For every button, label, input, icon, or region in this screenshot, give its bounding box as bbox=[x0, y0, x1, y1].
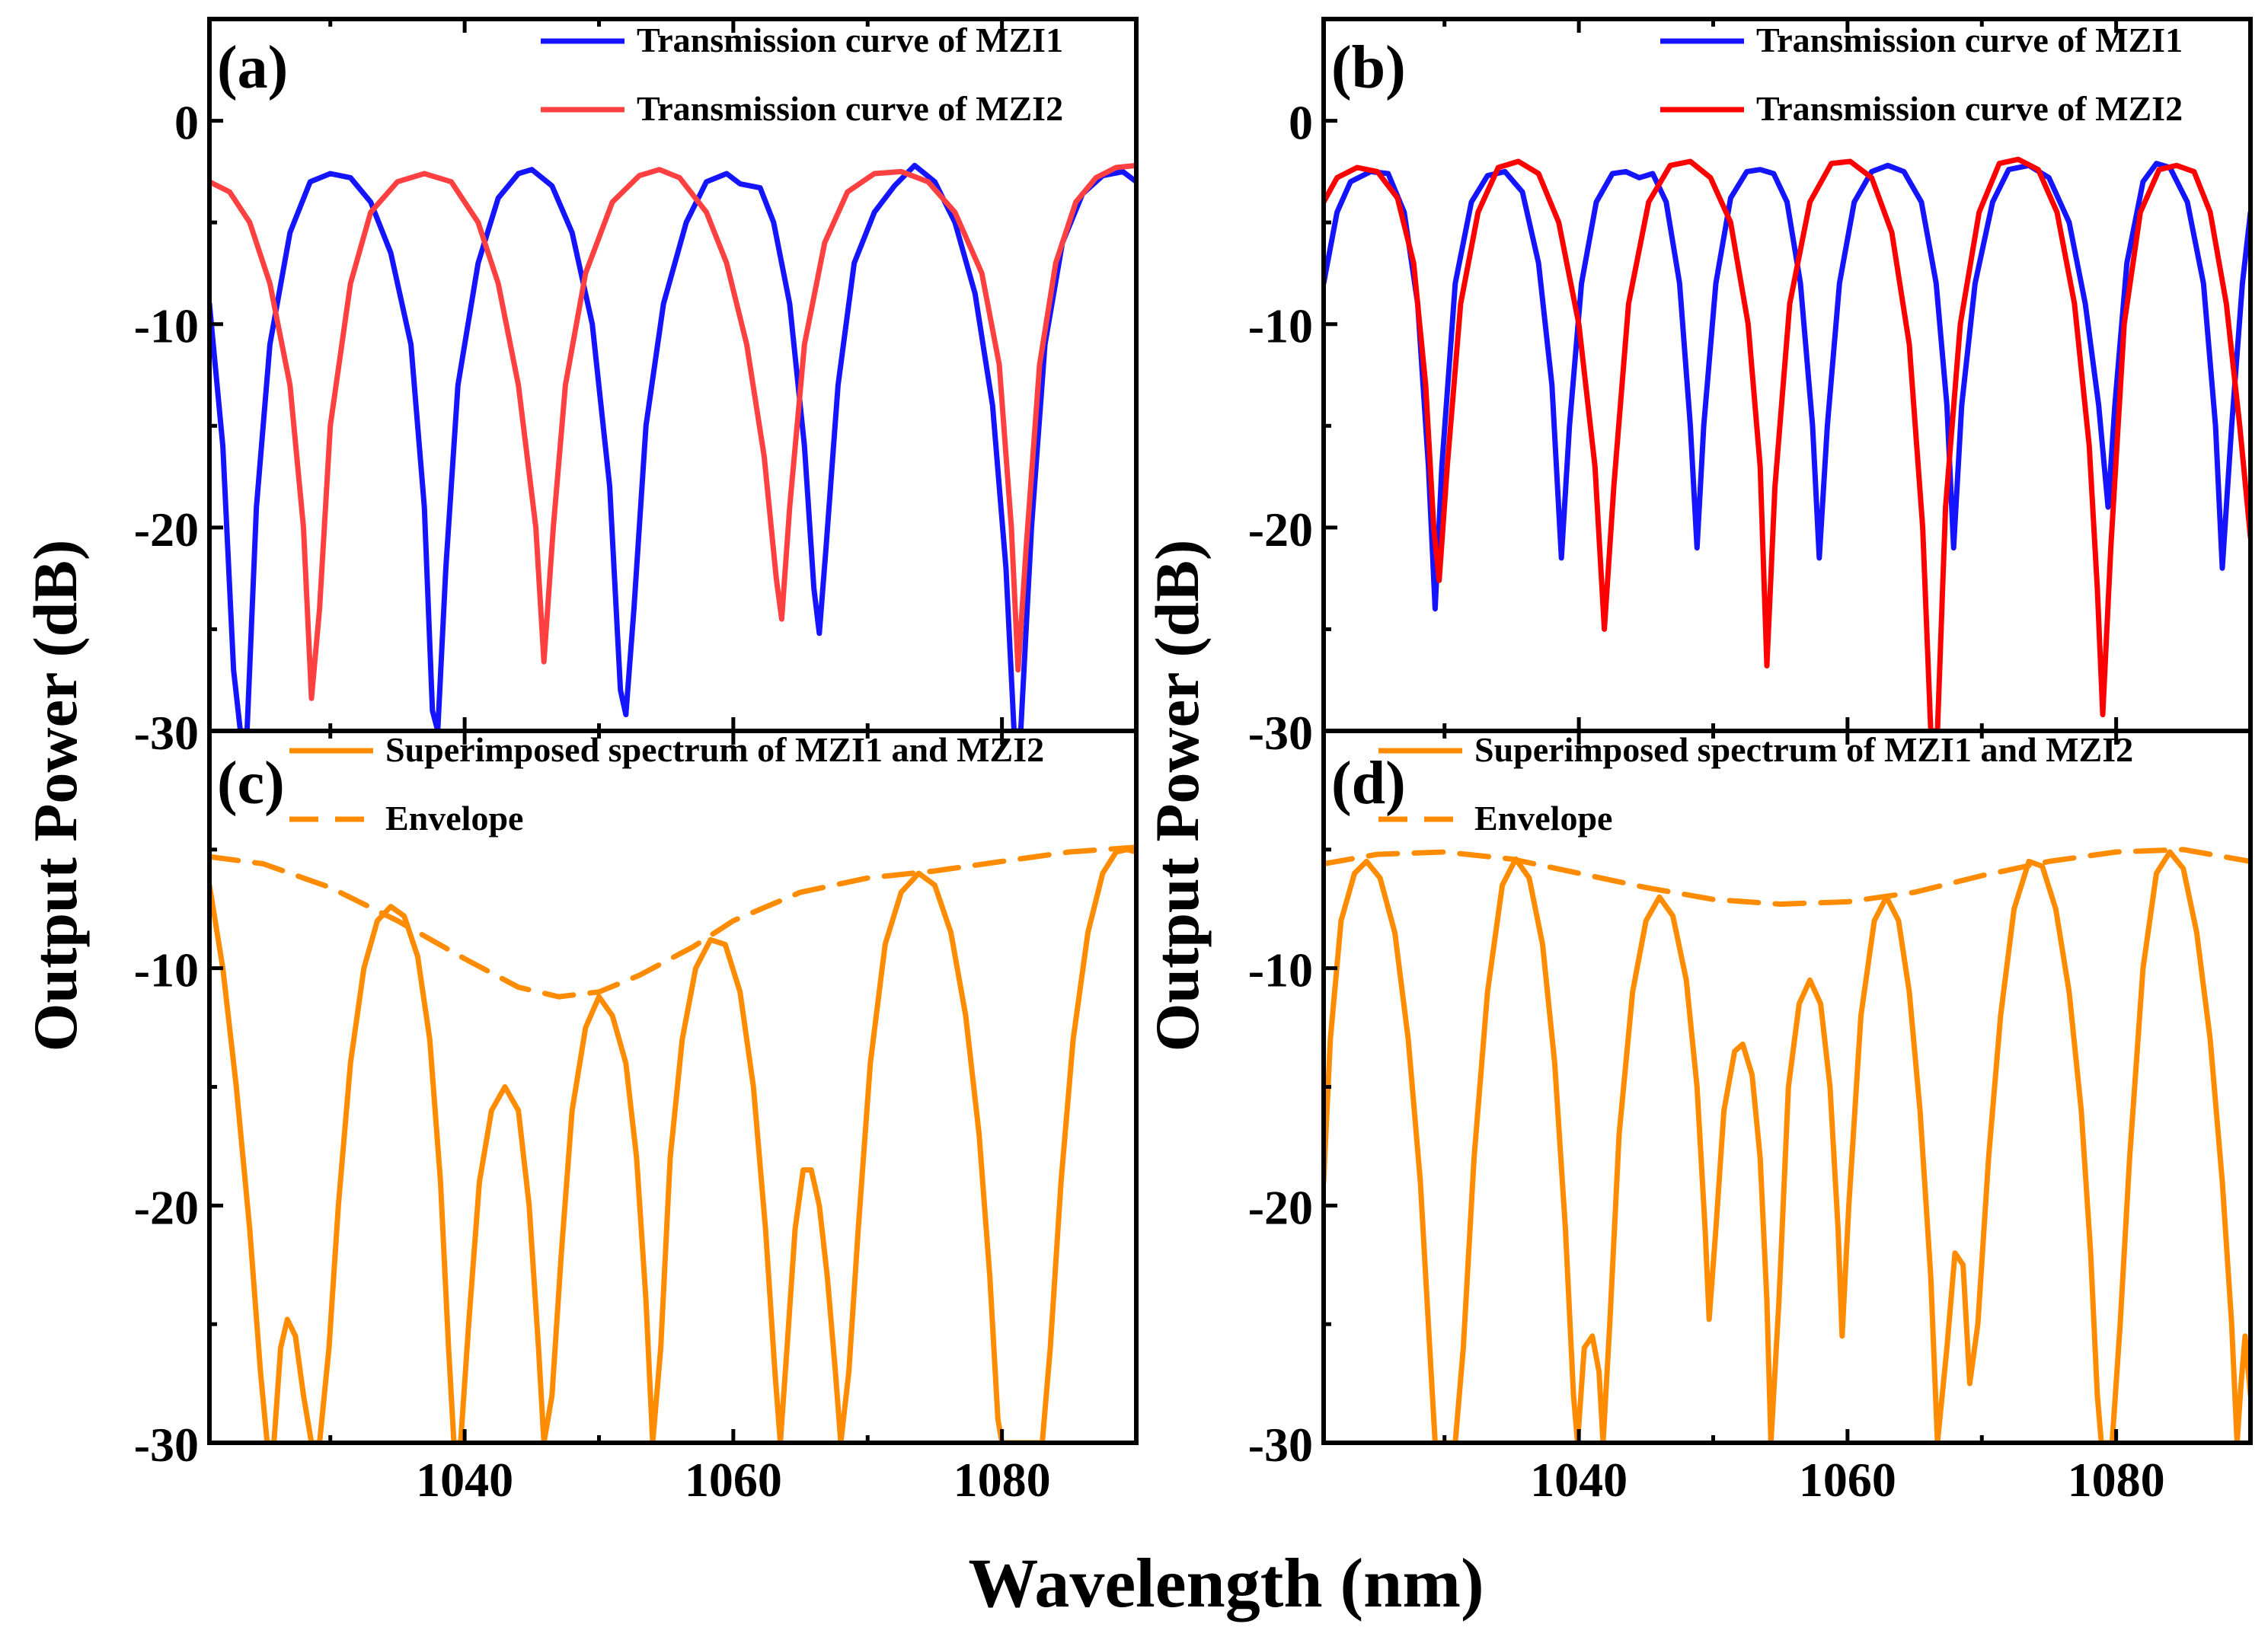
legend-label-a-2: Transmission curve of MZI2 bbox=[637, 89, 1063, 128]
panel-d: -10 -20 -30 1040 1060 1080 (d) Superimposed spe… bbox=[1248, 729, 2253, 1507]
legend-label-d-2: Envelope bbox=[1474, 799, 1612, 838]
series-line-a-2 bbox=[209, 162, 1136, 701]
series-line-b-2 bbox=[1324, 156, 2250, 731]
series-line-c-1 bbox=[209, 847, 1136, 1443]
y-tick-label-c: -20 bbox=[134, 1180, 199, 1234]
panel-c: -10 -20 -30 1040 1060 1080 (c) Superimposed spe… bbox=[134, 729, 1139, 1507]
y-tick-label-b: -30 bbox=[1248, 706, 1313, 760]
panel-label-c: (c) bbox=[217, 750, 285, 817]
y-tick-label-b: -20 bbox=[1248, 503, 1313, 557]
legend-label-a-1: Transmission curve of MZI1 bbox=[637, 21, 1063, 59]
x-tick-label-d: 1040 bbox=[1530, 1453, 1628, 1507]
legend-label-b-2: Transmission curve of MZI2 bbox=[1756, 89, 2183, 128]
y-tick-label-a: -30 bbox=[134, 706, 199, 760]
panels: 0 -10 -20 -30 (a) Transmission curve of MZI1 T… bbox=[134, 17, 2253, 1507]
legend-label-c-1: Superimposed spectrum of MZI1 and MZI2 bbox=[385, 730, 1044, 769]
y-tick-label-d: -20 bbox=[1248, 1180, 1313, 1234]
y-axis-title-left: Output Power (dB) bbox=[21, 540, 90, 1052]
panel-label-b: (b) bbox=[1331, 34, 1406, 101]
y-tick-label-c: -30 bbox=[134, 1418, 199, 1472]
x-axis-title: Wavelength (nm) bbox=[968, 1544, 1484, 1622]
legend-label-d-1: Superimposed spectrum of MZI1 and MZI2 bbox=[1474, 730, 2133, 769]
y-tick-label-d: -10 bbox=[1248, 943, 1313, 997]
y-tick-label-a: -20 bbox=[134, 503, 199, 557]
x-tick-label-d: 1080 bbox=[2068, 1453, 2165, 1507]
panel-a: 0 -10 -20 -30 (a) Transmission curve of MZI1 T… bbox=[134, 17, 1139, 760]
x-tick-label-c: 1040 bbox=[416, 1453, 513, 1507]
panel-label-a: (a) bbox=[217, 34, 288, 101]
panel-label-d: (d) bbox=[1331, 750, 1406, 817]
y-tick-label-d: -30 bbox=[1248, 1418, 1313, 1472]
series-line-c-2 bbox=[209, 844, 1136, 1000]
panel-b: 0 -10 -20 -30 (b) Transmission curve of MZI1 T… bbox=[1248, 17, 2253, 760]
series-line-a-1 bbox=[209, 162, 1136, 731]
legend-label-c-2: Envelope bbox=[385, 799, 523, 838]
x-tick-label-c: 1060 bbox=[685, 1453, 782, 1507]
y-axis-title-right: Output Power (dB) bbox=[1142, 540, 1212, 1052]
y-tick-label-b: -10 bbox=[1248, 299, 1313, 353]
y-tick-label-a: 0 bbox=[174, 96, 199, 150]
y-tick-label-a: -10 bbox=[134, 299, 199, 353]
series-line-d-1 bbox=[1324, 849, 2250, 1443]
legend-label-b-1: Transmission curve of MZI1 bbox=[1756, 21, 2183, 59]
series-line-b-1 bbox=[1324, 161, 2250, 612]
x-tick-label-d: 1060 bbox=[1799, 1453, 1896, 1507]
series-line-d-2 bbox=[1324, 847, 2250, 907]
y-tick-label-c: -10 bbox=[134, 943, 199, 997]
x-tick-label-c: 1080 bbox=[954, 1453, 1051, 1507]
y-tick-label-b: 0 bbox=[1289, 96, 1313, 150]
